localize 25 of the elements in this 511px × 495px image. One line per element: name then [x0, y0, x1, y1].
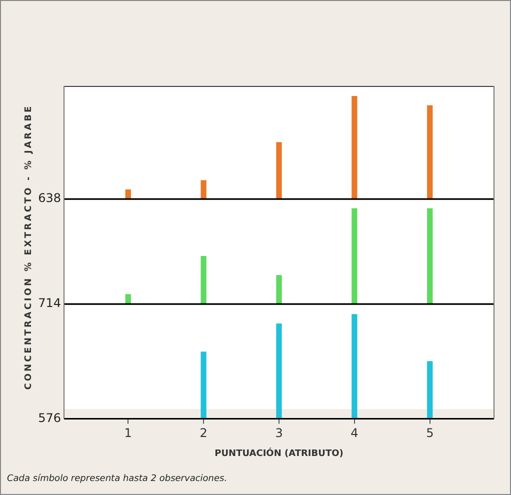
x-tick-label: 5 — [426, 426, 434, 440]
bar — [125, 294, 131, 304]
x-axis-title: PUNTUACIÓN (ATRIBUTO) — [214, 446, 344, 459]
bar — [200, 180, 206, 199]
bar — [427, 105, 433, 199]
x-tick-label: 2 — [200, 426, 208, 440]
bar — [200, 256, 206, 304]
bar — [125, 189, 131, 199]
x-tick-label: 3 — [275, 426, 283, 440]
text: 576 — [38, 410, 61, 425]
bar — [276, 142, 282, 199]
bar — [352, 208, 358, 304]
bar — [427, 361, 433, 419]
text: Cada símbolo representa hasta 2 observaciones. — [7, 474, 228, 484]
bar — [200, 352, 206, 419]
bar — [276, 275, 282, 304]
bar — [427, 208, 433, 304]
text: 638 — [38, 191, 61, 206]
x-tick-label: 1 — [124, 426, 132, 440]
x-tick-label: 4 — [350, 426, 358, 440]
y-axis-title: CONCENTRACION % EXTRACTO - % JARABE — [24, 103, 34, 392]
bar — [276, 324, 282, 419]
text: 714 — [38, 296, 61, 310]
bar — [352, 314, 358, 419]
bar — [352, 96, 358, 199]
